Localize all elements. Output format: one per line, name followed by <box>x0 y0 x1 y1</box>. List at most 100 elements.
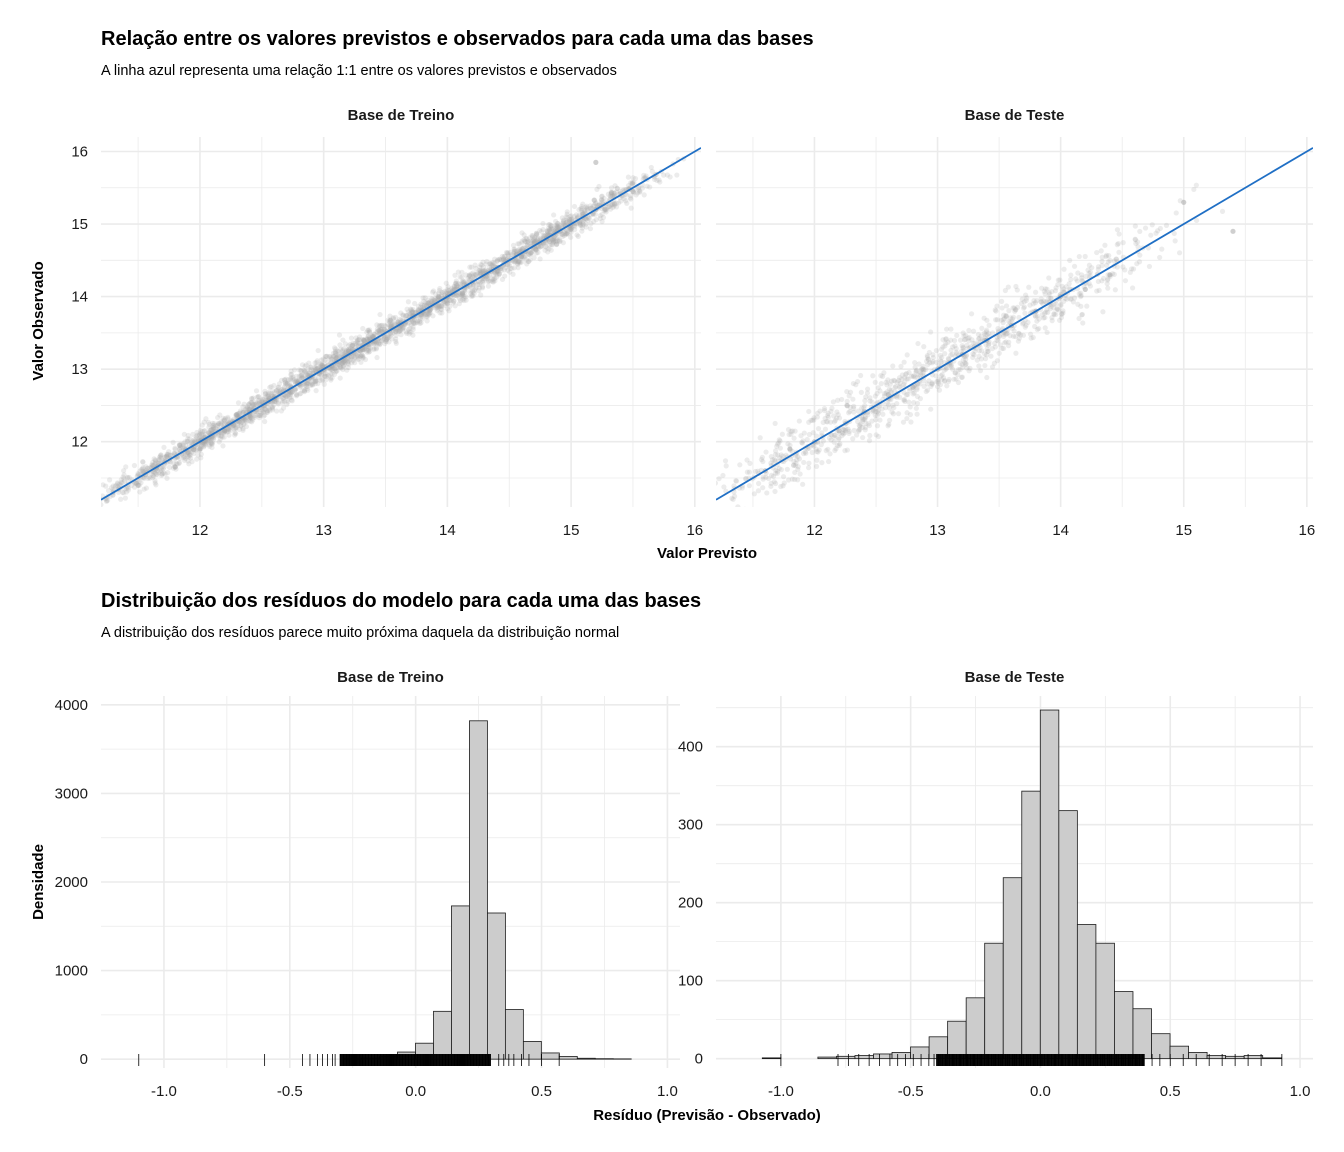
histogram-bar <box>1021 790 1041 1060</box>
scatter-point <box>519 230 525 236</box>
scatter-point <box>613 189 619 195</box>
scatter-point <box>483 267 489 273</box>
scatter-point <box>424 300 431 306</box>
scatter-point <box>1042 286 1049 292</box>
scatter-point <box>1062 295 1069 301</box>
scatter-point <box>24 531 29 536</box>
scatter-point <box>444 289 450 295</box>
scatter-point <box>498 266 504 272</box>
scatter-point <box>199 428 205 434</box>
histogram-bar <box>469 720 488 1060</box>
scatter-point <box>588 205 594 211</box>
scatter-point <box>488 262 494 269</box>
scatter-point <box>371 341 377 347</box>
scatter-point <box>478 292 484 298</box>
scatter-point <box>760 485 766 491</box>
scatter-point <box>412 300 418 307</box>
scatter-point <box>176 460 182 467</box>
y-tick-label: 0 <box>80 1051 88 1068</box>
scatter-point <box>963 361 969 367</box>
scatter-point <box>573 212 579 218</box>
scatter-point <box>597 215 603 222</box>
x-tick-label: 0.0 <box>405 1083 426 1100</box>
scatter-point <box>210 426 216 432</box>
scatter-point <box>874 423 881 429</box>
scatter-point <box>467 264 473 270</box>
scatter-point <box>468 271 474 277</box>
scatter-point <box>155 468 161 474</box>
scatter-point <box>427 307 433 314</box>
scatter-point <box>943 336 949 342</box>
scatter-point <box>799 440 806 446</box>
scatter-point <box>511 250 517 256</box>
scatter-point <box>630 181 636 187</box>
scatter-point <box>608 191 614 197</box>
scatter-point <box>140 459 146 465</box>
scatter-point <box>583 216 589 222</box>
scatter-point <box>159 471 165 477</box>
scatter-point <box>527 252 533 258</box>
scatter-point <box>455 269 461 275</box>
scatter-point <box>519 238 525 244</box>
scatter-point <box>279 387 285 393</box>
scatter-point <box>37 526 42 531</box>
scatter-point <box>276 381 283 387</box>
scatter-point <box>538 244 544 250</box>
scatter-point <box>436 294 442 300</box>
scatter-point <box>644 183 650 189</box>
scatter-point <box>537 256 543 262</box>
scatter-point <box>234 414 240 420</box>
scatter-point <box>490 278 496 284</box>
scatter-point <box>329 367 336 373</box>
scatter-point <box>153 471 160 477</box>
scatter-point <box>289 389 295 395</box>
scatter-point <box>403 329 409 335</box>
scatter-point <box>333 355 339 361</box>
scatter-point <box>535 235 541 241</box>
scatter-point <box>459 274 465 280</box>
scatter-point <box>439 306 445 313</box>
scatter-point <box>216 421 222 427</box>
scatter-point <box>851 405 857 411</box>
scatter-point <box>471 290 477 296</box>
scatter-point <box>315 380 321 387</box>
scatter-point <box>1173 210 1179 216</box>
scatter-point <box>331 353 337 360</box>
scatter-point <box>400 324 406 331</box>
histogram-bar <box>1188 1052 1208 1060</box>
scatter-point <box>479 262 485 268</box>
y-tick-label: 3000 <box>55 785 88 802</box>
scatter-point <box>1020 332 1027 338</box>
hist-y-axis-label: Densidade <box>30 844 47 920</box>
scatter-point <box>605 191 611 197</box>
scatter-point <box>970 328 977 334</box>
scatter-point <box>480 259 486 265</box>
scatter-point <box>110 483 116 489</box>
scatter-point <box>715 508 720 513</box>
scatter-point <box>1021 304 1028 310</box>
scatter-point <box>264 409 271 416</box>
scatter-point <box>201 419 207 425</box>
scatter-point <box>286 394 293 400</box>
scatter-point <box>288 390 294 396</box>
scatter-point <box>219 420 225 426</box>
scatter-point <box>215 422 221 428</box>
scatter-point <box>306 370 312 376</box>
histogram-bar <box>504 1009 524 1060</box>
scatter-point <box>534 231 540 238</box>
scatter-point <box>285 399 291 405</box>
scatter-point <box>535 244 541 250</box>
scatter-point <box>477 264 483 270</box>
scatter-point <box>801 459 807 466</box>
scatter-point <box>580 210 586 217</box>
scatter-point <box>498 257 504 263</box>
scatter-point <box>195 436 202 442</box>
scatter-point <box>328 355 334 361</box>
scatter-point <box>161 470 167 476</box>
scatter-point <box>155 459 161 465</box>
scatter-point <box>235 400 242 406</box>
scatter-point <box>240 426 246 432</box>
scatter-point <box>208 427 214 433</box>
scatter-point <box>308 364 314 370</box>
scatter-point <box>1095 278 1101 285</box>
